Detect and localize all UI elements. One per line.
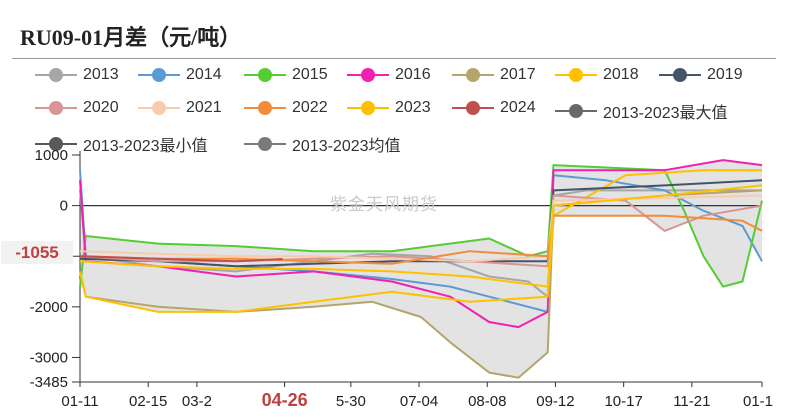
legend-label: 2016	[395, 66, 431, 83]
series-line	[79, 169, 762, 313]
legend-label: 2020	[83, 99, 119, 116]
series-line	[79, 179, 763, 268]
legend-label: 2013-2023均值	[292, 138, 401, 155]
legend-item[interactable]: 2016	[347, 66, 431, 84]
y-tick-label: 1000	[35, 147, 68, 164]
legend-marker-icon	[244, 67, 286, 83]
x-tick-label: 03-2	[182, 393, 212, 410]
x-tick-label: 01-1	[743, 393, 773, 410]
legend-label: 2019	[707, 66, 743, 83]
legend-label: 2018	[603, 66, 639, 83]
legend-marker-icon	[244, 100, 286, 116]
legend-label: 2023	[395, 99, 431, 116]
current-value-badge: -1055	[1, 241, 73, 264]
x-tick-label: 07-04	[400, 393, 438, 410]
legend-marker-icon	[347, 67, 389, 83]
y-tick-label: -3485	[30, 374, 68, 391]
legend-item[interactable]: 2019	[659, 66, 743, 84]
min-max-band	[80, 160, 762, 378]
legend-item[interactable]: 2015	[244, 66, 328, 84]
legend-label: 2017	[500, 66, 536, 83]
x-tick-label: 02-15	[129, 393, 167, 410]
legend-marker-icon	[244, 136, 286, 152]
legend-item[interactable]: 2017	[452, 66, 536, 84]
legend-item[interactable]: 2021	[138, 99, 222, 117]
legend-item[interactable]: 2013	[35, 66, 119, 84]
legend-label: 2013-2023最大值	[603, 105, 728, 122]
legend-marker-icon	[555, 103, 597, 119]
x-tick-label: 04-26	[262, 390, 308, 410]
legend-marker-icon	[659, 67, 701, 83]
watermark: 紫金天风期货	[330, 195, 438, 214]
x-tick-label: 5-30	[336, 393, 366, 410]
series-line	[79, 255, 283, 263]
legend-item[interactable]: 2020	[35, 99, 119, 117]
legend-label: 2022	[292, 99, 328, 116]
chart-title: RU09-01月差（元/吨）	[20, 25, 242, 50]
legend-marker-icon	[347, 100, 389, 116]
y-tick-label: 0	[60, 198, 68, 215]
legend-marker-icon	[452, 67, 494, 83]
legend-item[interactable]: 2022	[244, 99, 328, 117]
legend-item[interactable]: 2024	[452, 99, 536, 117]
legend-item[interactable]: 2018	[555, 66, 639, 84]
legend-label: 2024	[500, 99, 536, 116]
series-line	[79, 184, 763, 288]
series-line	[79, 159, 763, 329]
legend-marker-icon	[138, 100, 180, 116]
y-tick-label: -3000	[30, 349, 68, 366]
legend-marker-icon	[35, 67, 77, 83]
legend-label: 2013	[83, 66, 119, 83]
x-tick-label: 08-08	[468, 393, 506, 410]
legend-marker-icon	[555, 67, 597, 83]
title-divider	[12, 58, 776, 59]
legend-item[interactable]: 2013-2023最大值	[555, 99, 728, 123]
legend-label: 2021	[186, 99, 222, 116]
legend-item[interactable]: 2014	[138, 66, 222, 84]
legend-label: 2014	[186, 66, 222, 83]
series-line	[79, 164, 763, 288]
legend-label: 2013-2023最小值	[83, 138, 208, 155]
legend-item[interactable]: 2023	[347, 99, 431, 117]
series-line	[79, 214, 763, 265]
x-tick-label: 09-12	[536, 393, 574, 410]
legend-marker-icon	[35, 136, 77, 152]
legend-marker-icon	[138, 67, 180, 83]
legend-marker-icon	[452, 100, 494, 116]
legend-label: 2015	[292, 66, 328, 83]
legend-item[interactable]: 2013-2023均值	[244, 132, 401, 156]
x-tick-label: 10-17	[604, 393, 642, 410]
legend-item[interactable]: 2013-2023最小值	[35, 132, 208, 156]
legend-marker-icon	[35, 100, 77, 116]
y-tick-label: -2000	[30, 299, 68, 316]
series-line	[79, 194, 763, 263]
x-tick-label: 11-21	[673, 393, 710, 410]
x-tick-label: 01-11	[61, 393, 98, 410]
